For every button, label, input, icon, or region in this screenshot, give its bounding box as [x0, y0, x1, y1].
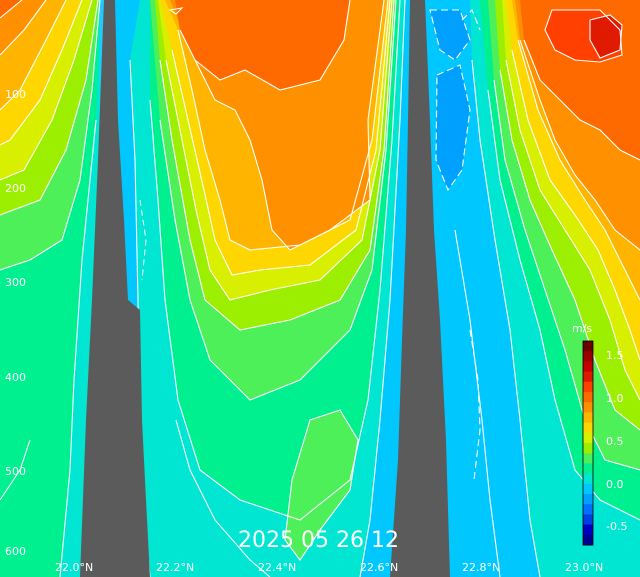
timestamp-label: 2025 05 26 12 [238, 528, 399, 553]
latitude-tick: 22.2°N [156, 561, 195, 574]
latitude-tick: 22.0°N [55, 561, 94, 574]
colorbar-tick: 1.0 [606, 392, 624, 405]
colorbar-swatch [583, 381, 593, 393]
left-panel-contours [0, 0, 101, 577]
colorbar-swatch [583, 514, 593, 526]
colorbar-swatch [583, 473, 593, 485]
latitude-tick: 22.6°N [360, 561, 399, 574]
colorbar-tick: 0.0 [606, 478, 624, 491]
depth-tick: 400 [5, 371, 26, 384]
colorbar-tick: 1.5 [606, 349, 624, 362]
colorbar-swatch [583, 504, 593, 515]
colorbar-tick: 0.5 [606, 435, 624, 448]
colorbar-swatch [583, 453, 593, 464]
colorbar-swatch [583, 402, 593, 413]
depth-tick: 600 [5, 545, 26, 558]
colorbar-swatch [583, 412, 593, 424]
colorbar-frame [582, 340, 594, 546]
topography-masks [80, 0, 450, 577]
colorbar-swatch [583, 432, 593, 444]
colorbar-swatch [583, 371, 593, 383]
colorbar-swatch [583, 494, 593, 505]
latitude-tick: 22.8°N [462, 561, 501, 574]
colorbar-units: m/s [572, 322, 593, 335]
colorbar-tick: -0.5 [606, 520, 628, 533]
right-panel-contours [425, 0, 640, 577]
colorbar-swatch [583, 351, 593, 362]
colorbar [582, 340, 594, 546]
latitude-tick: 23.0°N [565, 561, 604, 574]
colorbar-swatch [583, 422, 593, 434]
colorbar-swatch [583, 443, 593, 454]
depth-tick: 500 [5, 465, 26, 478]
colorbar-swatch [583, 463, 593, 475]
middle-panel-contours [115, 0, 410, 577]
colorbar-swatch [583, 361, 593, 373]
colorbar-swatch [583, 392, 593, 403]
colorbar-swatch [583, 534, 593, 546]
latitude-tick: 22.4°N [258, 561, 297, 574]
depth-tick: 300 [5, 276, 26, 289]
colorbar-swatch [583, 524, 593, 536]
depth-tick: 100 [5, 88, 26, 101]
depth-tick: 200 [5, 182, 26, 195]
colorbar-swatch [583, 341, 593, 352]
colorbar-swatch [583, 483, 593, 495]
